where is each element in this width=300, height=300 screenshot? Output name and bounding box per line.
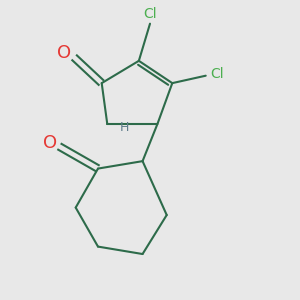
Text: O: O bbox=[58, 44, 72, 62]
Text: Cl: Cl bbox=[210, 67, 224, 81]
Text: O: O bbox=[43, 134, 57, 152]
Text: H: H bbox=[119, 121, 129, 134]
Text: Cl: Cl bbox=[143, 8, 157, 21]
